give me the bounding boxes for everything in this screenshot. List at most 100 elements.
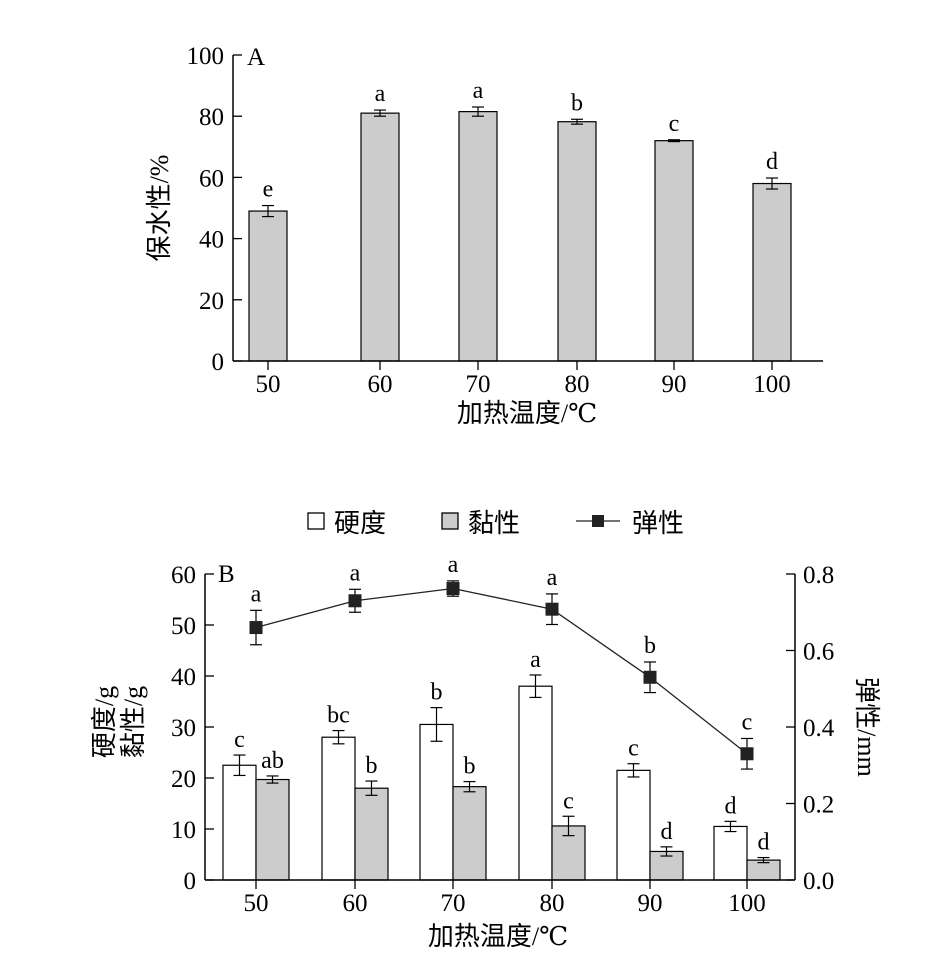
panel-b-right-y-ticks: 0.0 0.2 0.4 0.6 0.8 [786,562,835,895]
panel-b-right-axis-title: 弹性/mm [852,677,881,777]
springiness-significance-label: c [742,709,753,735]
panel-a-x-ticks: 50 60 70 80 90 100 [256,361,791,398]
panel-a-chart: e a a b c d 0 20 40 60 80 100 50 60 70 80 90 100 A 加热温度… [145,43,823,428]
panel-a-significance-labels: e a a b c d [263,78,778,203]
panel-b-right-y-tick-label: 0.4 [803,715,835,742]
panel-a-y-tick-label: 80 [199,104,224,131]
panel-b-left-y-tick-label: 10 [171,817,196,844]
panel-b-error-bars [233,674,770,864]
adhesiveness-bar [255,778,290,881]
panel-a-x-tick-label: 70 [466,371,491,398]
hardness-significance-label: c [234,727,245,753]
panel-b-x-tick-label: 60 [343,890,368,917]
hardness-bar [713,825,748,881]
panel-b-left-y-tick-label: 30 [171,715,196,742]
panel-a-y-tick-label: 60 [199,165,224,192]
hardness-significance-label: bc [327,703,350,729]
panel-b-axes [204,574,796,881]
panel-a-bar [654,140,694,362]
panel-a-label: A [247,44,265,71]
panel-b-x-tick-label: 50 [244,890,269,917]
legend-label-adhesiveness: 黏性 [468,509,520,538]
panel-a-x-tick-label: 90 [662,371,687,398]
panel-a-bars [248,111,792,362]
panel-a-y-tick-label: 40 [199,227,224,254]
adhesiveness-significance-label: b [464,754,476,780]
panel-a-y-tick-label: 100 [187,43,225,70]
panel-b-x-tick-label: 90 [638,890,663,917]
springiness-point [740,747,754,761]
panel-b-right-y-tick-label: 0.6 [803,639,834,666]
springiness-significance-label: b [644,633,656,659]
hardness-significance-label: d [725,793,737,819]
panel-b-left-y-tick-label: 60 [171,562,196,589]
adhesiveness-significance-label: ab [261,748,284,774]
panel-a-significance-label: c [669,111,680,137]
springiness-significance-label: a [547,565,558,591]
legend-label-springiness: 弹性 [632,509,684,538]
panel-b-x-tick-label: 70 [441,890,466,917]
adhesiveness-significance-label: d [661,819,673,845]
panel-a-x-tick-label: 100 [753,371,791,398]
hardness-bar [321,736,356,881]
adhesiveness-significance-label: d [758,830,770,856]
panel-b-legend: 硬度 黏性 弹性 [307,509,684,538]
panel-a-x-tick-label: 50 [256,371,281,398]
panel-b-left-y-tick-label: 0 [184,868,197,895]
legend-label-hardness: 硬度 [334,509,386,538]
panel-b-y-axis-title-hardness: 硬度/g [90,686,119,758]
panel-a-significance-label: e [263,177,274,203]
panel-a-bar [360,112,400,362]
springiness-significance-label: a [350,560,361,586]
springiness-point [545,602,559,616]
springiness-significance-label: a [448,552,459,578]
springiness-point [348,594,362,608]
springiness-point [446,582,460,596]
panel-b-right-y-tick-label: 0.2 [803,792,834,819]
panel-a-x-tick-label: 60 [368,371,393,398]
hardness-bar [616,769,651,881]
hardness-bar [222,764,257,881]
hardness-significance-label: a [530,647,541,673]
panel-b-springiness-line [249,580,754,770]
panel-a-x-tick-label: 80 [565,371,590,398]
panel-a-y-tick-label: 0 [212,349,225,376]
panel-b-y-axis-title-adhesiveness: 黏性/g [119,686,148,758]
springiness-line [255,587,748,755]
legend-swatch-hardness [307,512,325,530]
panel-a-error-bars [262,106,778,218]
panel-a-significance-label: b [571,90,583,116]
panel-a-y-axis-title: 保水性/% [145,155,174,262]
panel-a-significance-label: a [473,78,484,104]
legend-marker-springiness [592,515,604,527]
panel-a-bar [248,210,288,362]
panel-b-right-y-tick-label: 0.8 [803,562,834,589]
panel-a-bar [458,111,498,362]
panel-b-x-tick-label: 100 [728,890,766,917]
panel-a-axes [232,55,823,362]
panel-a-y-tick-label: 20 [199,288,224,315]
panel-a-significance-label: a [375,81,386,107]
panel-b-x-axis-title: 加热温度/℃ [428,922,568,951]
panel-a-significance-label: d [766,149,778,175]
hardness-significance-label: c [628,736,639,762]
hardness-bar [419,723,454,881]
panel-b-label: B [218,561,235,588]
legend-swatch-adhesiveness [441,512,459,530]
hardness-bar [518,685,553,881]
panel-a-y-ticks: 0 20 40 60 80 100 [187,43,242,376]
adhesiveness-bar [452,786,487,881]
panel-a-bar [557,121,597,362]
panel-b-left-y-ticks: 0 10 20 30 40 50 60 [171,562,214,895]
springiness-point [249,621,263,635]
panel-b-right-y-tick-label: 0.0 [803,868,834,895]
panel-b-x-tick-label: 80 [540,890,565,917]
panel-a-x-axis-title: 加热温度/℃ [457,399,597,428]
panel-b-bars [222,685,781,881]
adhesiveness-significance-label: c [563,788,574,814]
panel-b-left-y-tick-label: 40 [171,664,196,691]
